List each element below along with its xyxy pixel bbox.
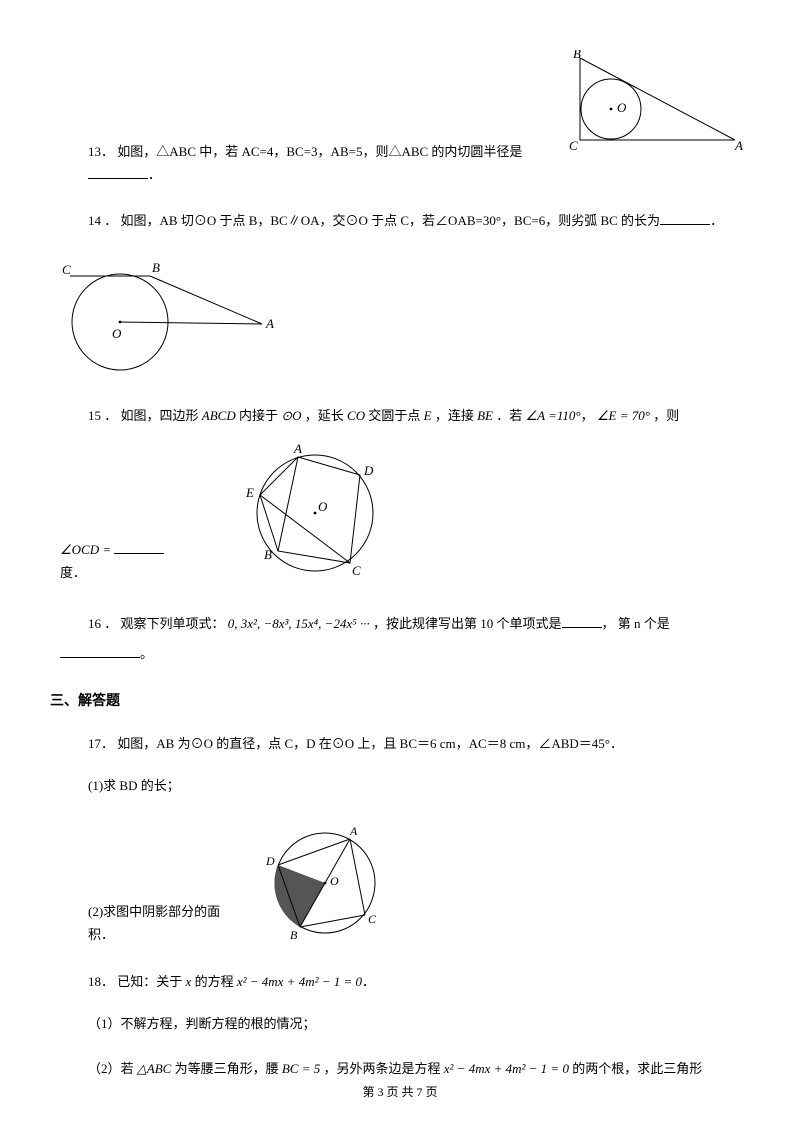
q15-abcd: ABCD [202,408,236,423]
q17-num: 17． [88,736,114,751]
q14-figure: C B O A [52,254,740,381]
q18-s2b: 为等腰三角形，腰 [175,1061,279,1076]
svg-text:A: A [293,441,302,456]
q15-E: E [424,408,432,423]
q15-row: ∠OCD = 度． A D E O B C [60,433,740,590]
q18-tb: 的方程 [195,974,234,989]
q16-tc: ， 第 n 个是 [602,616,670,631]
q15-te: ，连接 [435,408,474,423]
q15-ocd: ∠OCD = [60,542,111,557]
svg-text:O: O [617,100,627,115]
q15-angA: ∠A =110° [526,408,581,423]
q18-x: x [186,974,192,989]
q16-td: 。 [140,646,153,661]
q18-eq2: x² − 4mx + 4m² − 1 = 0 [444,1061,569,1076]
q16-ta: 观察下列单项式： [121,616,225,631]
q18-bc5: BC = 5 [282,1061,320,1076]
q17: 17． 如图，AB 为⊙O 的直径，点 C，D 在⊙O 上，且 BC＝6 cm，… [60,732,740,755]
page-footer: 第 3 页 共 7 页 [0,1082,800,1104]
q15-td: 交圆于点 [368,408,420,423]
q13: 13． 如图，△ABC 中，若 AC=4，BC=3，AB=5，则△ABC 的内切… [60,140,740,187]
svg-text:O: O [318,499,328,514]
q15-co: CO [347,408,365,423]
section-3-heading: 三、解答题 [50,689,740,714]
svg-text:A: A [265,316,274,331]
q14-text-b: ． [710,213,723,228]
q17-row: (2)求图中阴影部分的面积． A D O B C [60,815,740,952]
q16-blank2 [60,644,140,658]
svg-text:B: B [264,547,272,562]
svg-text:B: B [152,260,160,275]
q17-sub1: (1)求 BD 的长； [60,774,740,797]
q16-num: 16 ． [88,616,121,631]
q13-text-b: ． [148,167,161,182]
svg-text:O: O [112,326,122,341]
q15-be: BE [477,408,493,423]
q18-sub1: （1）不解方程，判断方程的根的情况； [60,1012,740,1035]
svg-text:C: C [62,262,71,277]
q18-s2d: 的两个根，求此三角形 [572,1061,702,1076]
q15-num: 15 ． [88,408,121,423]
q18-tri: △ABC [137,1061,172,1076]
q14: 14 ． 如图，AB 切⊙O 于点 B，BC∥OA，交⊙O 于点 C，若∠OAB… [60,209,740,232]
q15-tg: ，则 [653,408,679,423]
q16-line2: 。 [60,642,740,665]
q15-circo: ⊙O [281,408,301,423]
svg-text:D: D [265,854,275,868]
svg-text:B: B [573,50,581,61]
q17-figure: A D O B C [250,815,400,952]
q15-blank [114,540,164,554]
q16: 16 ． 观察下列单项式： 0, 3x², −8x³, 15x⁴, −24x⁵ … [60,612,740,635]
q15-ta: 如图，四边形 [121,408,199,423]
q15-tb: 内接于 [239,408,278,423]
svg-text:D: D [363,463,374,478]
q16-seq: 0, 3x², −8x³, 15x⁴, −24x⁵ ··· [228,616,370,631]
q15: 15 ． 如图，四边形 ABCD 内接于 ⊙O ，延长 CO 交圆于点 E ，连… [60,404,740,427]
q18-dot: ． [362,974,375,989]
q17-sub2: (2)求图中阴影部分的面积． [60,900,230,953]
q15-comma: ， [581,408,594,423]
q15-tf: ．若 [496,408,522,423]
q18-s2c: ，另外两条边是方程 [323,1061,440,1076]
q18-ta: 已知：关于 [117,974,182,989]
q15-tc: ，延长 [305,408,344,423]
svg-text:B: B [290,928,298,942]
svg-text:O: O [330,874,339,888]
svg-text:A: A [349,824,358,838]
q18-eq: x² − 4mx + 4m² − 1 = 0 [237,974,362,989]
q16-blank1 [562,614,602,628]
q13-num: 13． [88,144,114,159]
svg-text:E: E [245,485,254,500]
q18-sub2: （2）若 △ABC 为等腰三角形，腰 BC = 5 ，另外两条边是方程 x² −… [60,1057,740,1080]
q17-text: 如图，AB 为⊙O 的直径，点 C，D 在⊙O 上，且 BC＝6 cm，AC＝8… [117,736,623,751]
q18-num: 18． [88,974,114,989]
q14-text-a: 如图，AB 切⊙O 于点 B，BC∥OA，交⊙O 于点 C，若∠OAB=30°，… [121,213,661,228]
q13-text-a: 如图，△ABC 中，若 AC=4，BC=3，AB=5，则△ABC 的内切圆半径是 [117,144,522,159]
q13-blank [88,165,148,179]
svg-text:C: C [368,912,377,926]
q15-figure: A D E O B C [220,433,410,590]
q14-blank [660,211,710,225]
svg-text:C: C [352,563,361,578]
q14-num: 14 ． [88,213,121,228]
q15-angE: ∠E = 70° [597,408,650,423]
q18: 18． 已知：关于 x 的方程 x² − 4mx + 4m² − 1 = 0． [60,970,740,993]
q18-s2a: （2）若 [88,1061,134,1076]
q15-deg: 度． [60,565,86,580]
q16-tb: ，按此规律写出第 10 个单项式是 [373,616,562,631]
